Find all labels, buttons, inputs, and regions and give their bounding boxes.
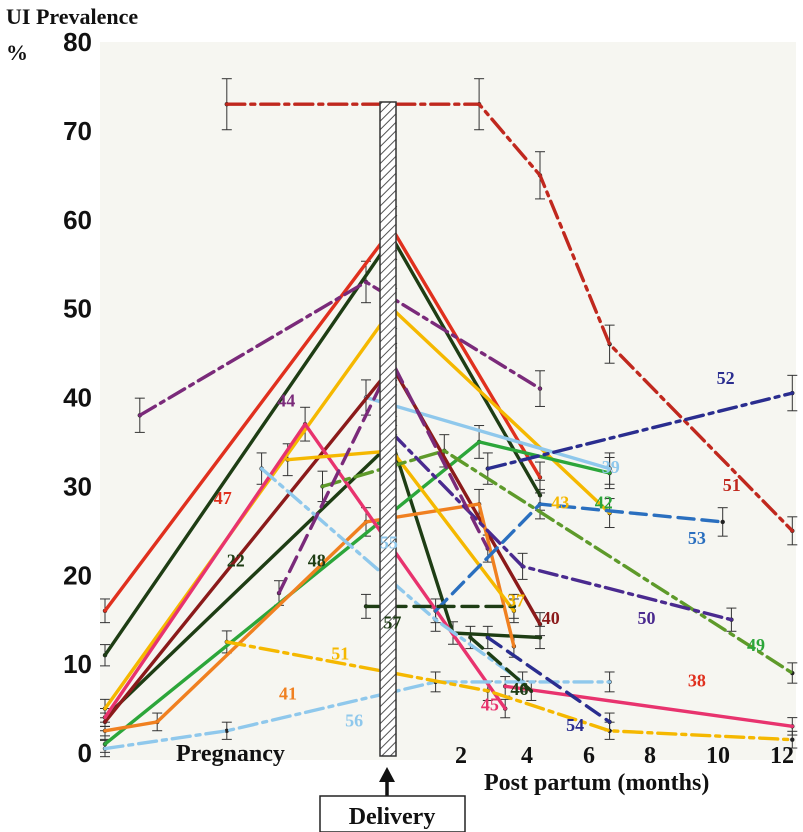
series-line: [486, 391, 794, 471]
series-label: 39: [602, 457, 620, 477]
y-tick-label: 60: [63, 205, 92, 235]
series-label: 52: [717, 368, 735, 388]
delivery-arrow: [379, 767, 395, 800]
x-axis-title: Post partum (months): [484, 770, 709, 796]
series-line: [503, 684, 794, 728]
series-line: [138, 280, 542, 417]
series-label: 44: [277, 390, 295, 410]
series-line: [468, 635, 533, 693]
x-tick-label: 10: [706, 743, 730, 769]
series-label: 41: [279, 684, 297, 704]
x-axis-ticks: 2 4 6 8 10 12: [455, 743, 794, 769]
series-line: [103, 440, 542, 720]
series-line: [103, 502, 516, 733]
series-label: 22: [227, 550, 245, 570]
series-label: 50: [637, 608, 655, 628]
series-label: 48: [308, 550, 326, 570]
y-tick-label: 10: [63, 649, 92, 679]
delivery-box: [319, 795, 466, 832]
series-line: [433, 502, 725, 613]
y-tick-label: 30: [63, 471, 92, 501]
series-label: 43: [551, 493, 569, 513]
series-label: 42: [595, 493, 613, 513]
y-tick-label: 0: [78, 738, 92, 768]
y-tick-label: 20: [63, 560, 92, 590]
y-tick-label: 70: [63, 116, 92, 146]
series-label: 53: [688, 528, 706, 548]
series-labels: 47 22 44 48 41 51 56 55 57 45 46 37 40 43 42 39 54 50 53 38…: [214, 368, 765, 735]
x-tick-label: 6: [583, 743, 595, 769]
series-label: 56: [345, 710, 363, 730]
data-point: [790, 737, 795, 742]
plot-background: [100, 42, 796, 760]
y-axis-title-line1: UI Prevalence: [6, 4, 138, 29]
series-line: [103, 422, 507, 720]
series-line: [225, 102, 794, 533]
series-line: [390, 431, 734, 622]
series-label: 46: [510, 679, 528, 699]
y-axis-title-line2: %: [6, 40, 28, 65]
delivery-bar: [379, 101, 397, 757]
delivery-label: Delivery: [349, 804, 436, 830]
series-line: [259, 466, 525, 684]
series-label: 38: [688, 670, 706, 690]
y-tick-label: 80: [63, 27, 92, 57]
series-label: 57: [383, 613, 401, 633]
data-point: [720, 519, 725, 525]
series-label: 49: [747, 635, 765, 655]
series-label: 51: [723, 475, 741, 495]
pregnancy-label: Pregnancy: [176, 741, 285, 767]
series-label: 55: [380, 533, 398, 553]
x-tick-label: 4: [521, 743, 533, 769]
data-point: [224, 728, 229, 733]
series-label: 40: [542, 608, 560, 628]
x-tick-label: 12: [770, 743, 794, 769]
series-line: [364, 395, 612, 471]
y-axis-ticks: 0 10 20 30 40 50 60 70 80: [63, 27, 92, 768]
series-lines: [103, 102, 794, 751]
x-tick-label: 8: [644, 743, 656, 769]
series-line: [486, 635, 612, 724]
y-tick-label: 40: [63, 383, 92, 413]
series-label: 37: [507, 590, 525, 610]
y-tick-label: 50: [63, 294, 92, 324]
series-line: [225, 640, 794, 742]
series-label: 47: [214, 488, 232, 508]
x-tick-label: 2: [455, 743, 467, 769]
series-label: 45: [481, 694, 499, 714]
series-label: 51: [331, 644, 349, 664]
series-line: [320, 449, 794, 675]
series-line: [103, 680, 612, 751]
series-label: 54: [566, 715, 584, 735]
